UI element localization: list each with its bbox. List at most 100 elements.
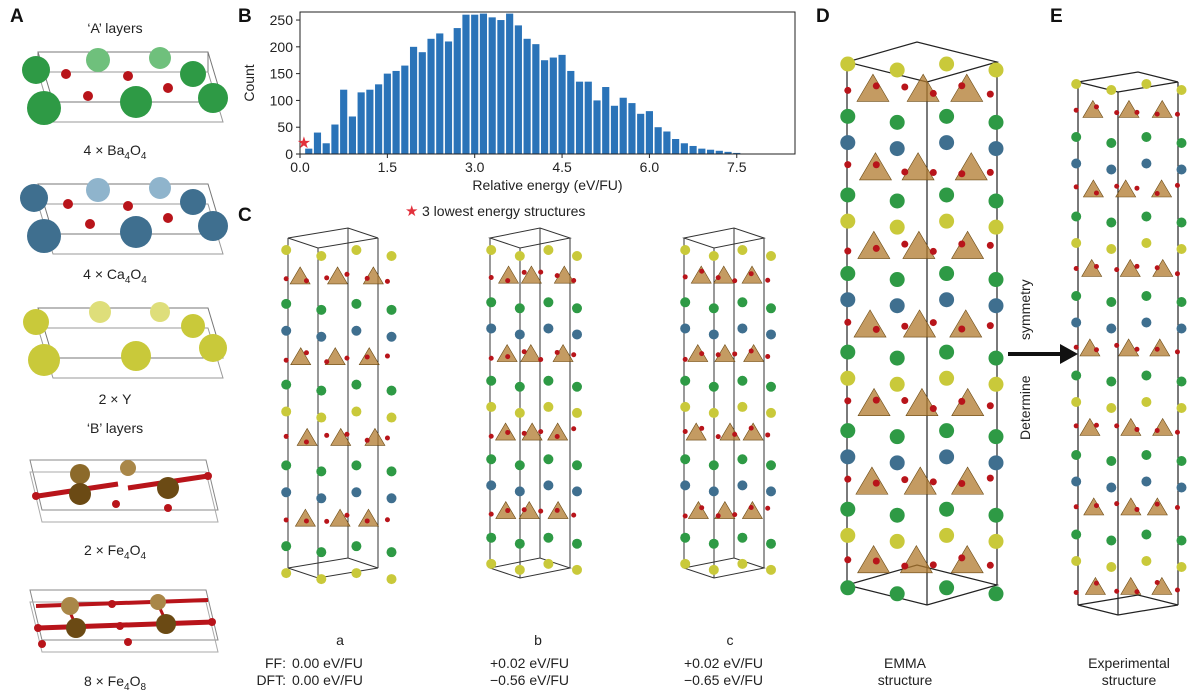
- cation-atom: [543, 558, 554, 569]
- cation-atom: [486, 532, 497, 543]
- cation-atom: [316, 466, 327, 477]
- o-atom: [505, 278, 511, 284]
- cation-atom: [316, 251, 327, 261]
- b-layers-title: ‘B’ layers: [86, 420, 144, 436]
- histogram-bar: [462, 14, 470, 154]
- fe-polyhedron: [1152, 417, 1174, 436]
- o-atom: [303, 278, 309, 284]
- cation-atom: [316, 331, 327, 342]
- cation-atom: [1176, 376, 1187, 387]
- o-atom: [538, 269, 544, 275]
- o-atom: [1134, 109, 1140, 115]
- cation-atom: [543, 323, 554, 334]
- cation-atom: [1141, 476, 1152, 487]
- structure-b-ff: +0.02 eV/FU: [490, 655, 569, 671]
- o-atom: [699, 425, 705, 431]
- histogram-bar: [549, 57, 557, 155]
- cation-atom: [988, 429, 1004, 445]
- o-atom: [901, 322, 909, 330]
- cation-atom: [486, 480, 497, 491]
- o-atom: [765, 505, 771, 511]
- o-atom: [699, 268, 705, 274]
- o-atom: [344, 355, 350, 361]
- histogram-bar: [575, 81, 584, 154]
- cation-atom: [1106, 403, 1117, 413]
- cation-atom: [1141, 132, 1152, 142]
- histogram-bar: [628, 103, 636, 154]
- o-atom: [715, 513, 721, 519]
- histogram-bar: [541, 60, 549, 155]
- cation-atom: [386, 412, 397, 423]
- cation-atom: [1071, 370, 1082, 381]
- cation-atom: [708, 538, 719, 549]
- cation-atom: [1176, 244, 1187, 254]
- cation-atom: [543, 401, 554, 412]
- o-atom: [283, 517, 289, 523]
- o-atom: [303, 518, 309, 524]
- fe-polyhedron: [857, 230, 891, 259]
- cation-atom: [939, 266, 955, 282]
- o-atom: [344, 431, 350, 437]
- o-atom: [521, 349, 527, 355]
- cation-atom: [766, 329, 776, 340]
- cation-atom: [281, 460, 292, 471]
- cation-atom: [737, 454, 748, 465]
- cation-atom: [514, 303, 525, 314]
- cation-atom: [889, 62, 905, 78]
- cation-atom: [939, 527, 955, 543]
- fe-polyhedron: [687, 344, 709, 362]
- cation-atom: [939, 344, 955, 360]
- structure-b-dft: −0.56 eV/FU: [490, 672, 569, 688]
- cation-atom: [1176, 403, 1187, 413]
- caption-ca: 4 × Ca4O4: [83, 266, 147, 286]
- fe-polyhedron: [364, 427, 386, 446]
- cation-atom: [680, 323, 691, 334]
- o-atom: [844, 475, 852, 483]
- o-atom: [324, 359, 330, 365]
- cation-atom: [1106, 244, 1117, 254]
- histogram-bar: [593, 100, 601, 154]
- fe-polyhedron: [496, 344, 518, 362]
- cation-atom: [316, 385, 327, 396]
- fe-polyhedron: [1149, 338, 1171, 357]
- cation-atom: [1141, 79, 1152, 89]
- cation-atom: [737, 297, 748, 308]
- fe-polyhedron: [362, 266, 384, 285]
- histogram-bar: [401, 65, 409, 154]
- cation-atom: [386, 574, 397, 585]
- fe-polyhedron: [743, 344, 765, 362]
- cation-atom: [1071, 132, 1082, 142]
- o-atom: [1154, 580, 1160, 586]
- o-atom: [1073, 589, 1079, 595]
- cation-atom: [766, 564, 776, 575]
- o-atom: [303, 439, 309, 445]
- histogram-bars: [305, 13, 741, 155]
- o-atom: [1134, 185, 1140, 191]
- histogram-bar: [348, 116, 356, 154]
- cation-atom: [988, 193, 1004, 209]
- o-atom: [521, 430, 527, 436]
- y-tick-label: 250: [270, 12, 294, 28]
- cation-atom: [281, 298, 292, 309]
- o-atom: [488, 355, 494, 361]
- cation-atom: [939, 449, 955, 465]
- cation-atom: [889, 429, 905, 445]
- fe-polyhedron: [1084, 576, 1106, 595]
- cation-atom: [766, 486, 776, 497]
- o-atom: [844, 161, 852, 169]
- fe-polyhedron: [853, 309, 887, 338]
- o-atom: [1093, 104, 1099, 110]
- panel-label-d: D: [816, 6, 830, 27]
- o-atom: [488, 511, 494, 517]
- cation-atom: [543, 532, 554, 543]
- histogram-bar: [724, 151, 732, 154]
- cation-atom: [572, 407, 582, 418]
- cation-atom: [988, 586, 1004, 602]
- o-atom: [1073, 184, 1079, 190]
- y-tick-label: 100: [270, 92, 294, 108]
- cation-atom: [840, 108, 856, 124]
- cation-atom: [889, 586, 905, 602]
- fe-polyhedron: [690, 265, 712, 284]
- cation-atom: [840, 56, 856, 72]
- cation-atom: [988, 272, 1004, 288]
